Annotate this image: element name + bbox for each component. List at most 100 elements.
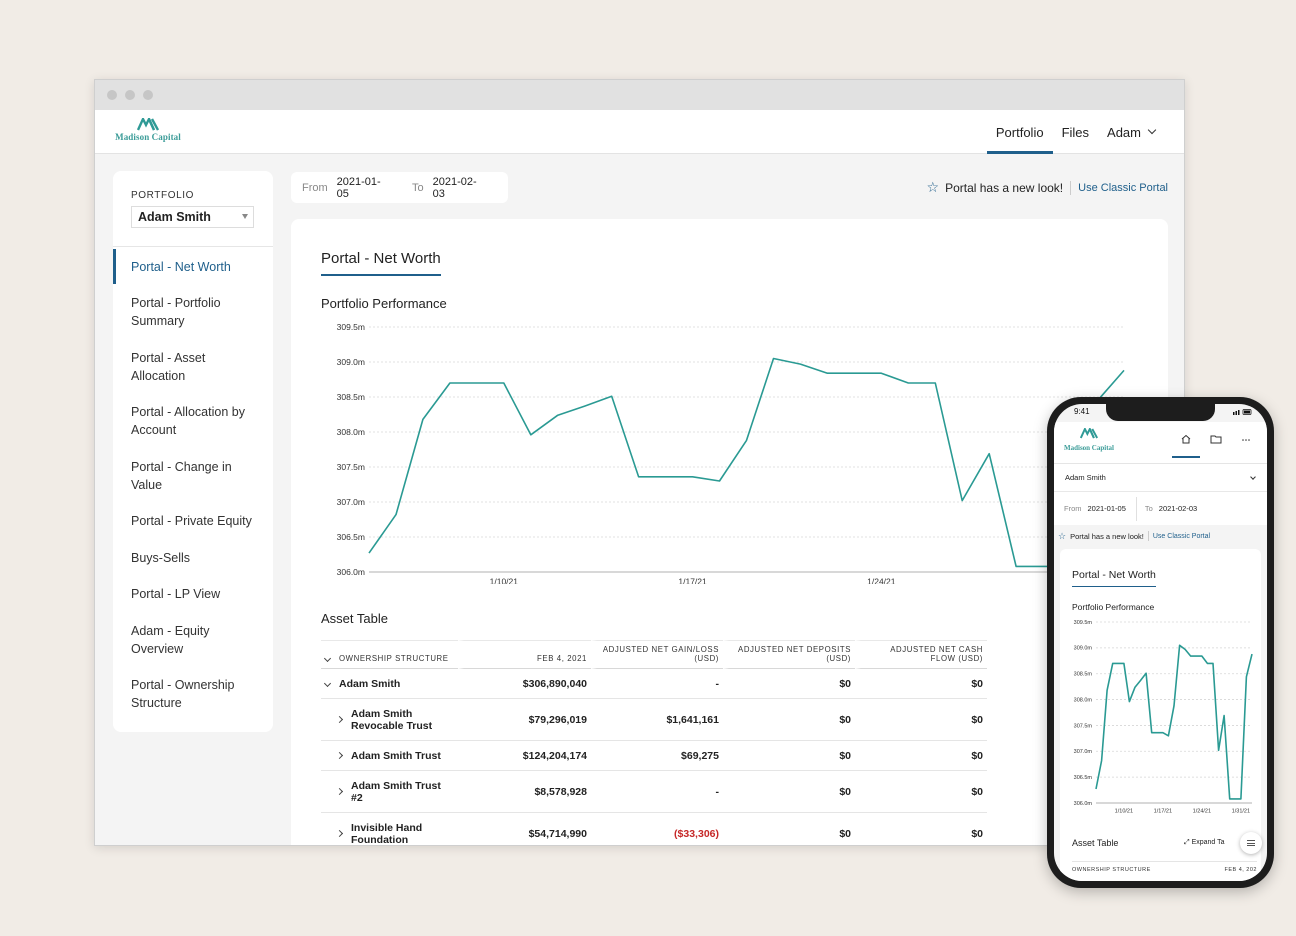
chevron-down-icon[interactable] <box>323 680 332 688</box>
caret-down-icon <box>242 214 248 219</box>
mobile-notice-text: Portal has a new look! <box>1070 531 1144 541</box>
mobile-date-range[interactable]: From 2021-01-05 To 2021-02-03 <box>1054 492 1267 525</box>
sidebar-item-private-equity[interactable]: Portal - Private Equity <box>131 514 252 528</box>
to-label: To <box>412 181 424 194</box>
sidebar-item-ownership-structure[interactable]: Portal - Ownership Structure <box>131 678 235 710</box>
chevron-down-icon <box>1250 474 1256 480</box>
menu-icon <box>1247 840 1255 846</box>
sidebar-item-lp-view[interactable]: Portal - LP View <box>131 587 221 601</box>
date-range-picker[interactable]: From 2021-01-05 To 2021-02-03 <box>291 172 508 203</box>
nav-files[interactable]: Files <box>1061 124 1090 140</box>
row-name-cell[interactable]: Adam Smith Trust #2 <box>321 771 458 813</box>
col-feb-4-2021[interactable]: FEB 4, 2021 <box>458 640 591 669</box>
row-deposits-cell: $0 <box>723 813 855 845</box>
mobile-menu-button[interactable] <box>1240 832 1262 854</box>
mobile-new-look-notice: ☆ Portal has a new look! Use Classic Por… <box>1054 525 1267 547</box>
row-cashflow-cell: $0 <box>855 813 987 845</box>
to-date[interactable]: 2021-02-03 <box>432 175 477 200</box>
row-name-cell[interactable]: Adam Smith <box>321 669 458 699</box>
mobile-x-tick-label: 1/24/21 <box>1193 809 1211 815</box>
more-icon[interactable] <box>1237 432 1255 458</box>
mobile-main-panel: Portal - Net Worth Portfolio Performance… <box>1060 549 1262 881</box>
mobile-portfolio-select[interactable]: Adam Smith <box>1054 464 1267 492</box>
from-date[interactable]: 2021-01-05 <box>336 175 381 200</box>
sidebar-item-equity-overview[interactable]: Adam - Equity Overview <box>131 623 210 656</box>
row-name-cell[interactable]: Invisible Hand Foundation <box>321 813 458 845</box>
expand-table-label: Expand Ta <box>1191 839 1225 846</box>
nav-portfolio[interactable]: Portfolio <box>986 110 1053 154</box>
y-tick-label: 308.5m <box>337 392 365 402</box>
sidebar-item-asset-allocation[interactable]: Portal - Asset Allocation <box>131 350 206 383</box>
x-tick-label: 1/10/21 <box>490 577 519 585</box>
sidebar-item-buys-sells[interactable]: Buys-Sells <box>131 550 191 565</box>
y-tick-label: 309.0m <box>337 357 365 367</box>
asset-table-row[interactable]: Invisible Hand Foundation $54,714,990 ($33… <box>321 813 987 845</box>
y-tick-label: 308.0m <box>337 427 365 437</box>
mobile-to-date[interactable]: 2021-02-03 <box>1158 504 1198 513</box>
col-adjusted-net-cash-flow[interactable]: ADJUSTED NET CASH FLOW (USD) <box>855 640 987 669</box>
mobile-table-header: OWNERSHIP STRUCTURE FEB 4, 202 <box>1072 861 1257 873</box>
row-gain-cell: - <box>591 771 723 813</box>
home-icon[interactable] <box>1172 432 1200 458</box>
x-tick-label: 1/17/21 <box>678 577 707 585</box>
mobile-from-date[interactable]: 2021-01-05 <box>1087 504 1126 513</box>
portfolio-select[interactable]: Adam Smith <box>131 206 254 228</box>
mobile-y-tick-label: 308.0m <box>1074 697 1093 703</box>
window-close-dot[interactable] <box>107 90 117 100</box>
chevron-right-icon[interactable] <box>335 752 344 760</box>
asset-table-title: Asset Table <box>321 611 388 626</box>
row-deposits-cell: $0 <box>723 741 855 771</box>
col-adjusted-net-deposits[interactable]: ADJUSTED NET DEPOSITS (USD) <box>723 640 855 669</box>
folder-icon[interactable] <box>1207 432 1225 458</box>
sidebar-item-change-in-value[interactable]: Portal - Change in Value <box>131 459 232 492</box>
chevron-right-icon[interactable] <box>335 716 344 724</box>
window-maximize-dot[interactable] <box>143 90 153 100</box>
mobile-header: Madison Capital <box>1054 422 1267 464</box>
sidebar-divider <box>113 246 273 247</box>
expand-table-button[interactable]: ⤢ Expand Ta <box>1184 839 1225 847</box>
window-chrome <box>95 80 1184 110</box>
col-ownership-structure[interactable]: OWNERSHIP STRUCTURE <box>321 640 458 669</box>
asset-table-row[interactable]: Adam Smith Trust #2 $8,578,928- $0 $0 <box>321 771 987 813</box>
asset-table-row[interactable]: Adam Smith $306,890,040- $0 $0 <box>321 669 987 699</box>
mobile-series-line <box>1095 644 1253 800</box>
row-value-cell: $306,890,040 <box>458 669 591 699</box>
sidebar-item-net-worth[interactable]: Portal - Net Worth <box>113 249 273 284</box>
mobile-notice-separator <box>1147 531 1149 541</box>
use-classic-portal-link[interactable]: Use Classic Portal <box>1078 181 1168 194</box>
row-gain-cell: ($33,306) <box>591 813 723 845</box>
star-icon: ☆ <box>926 179 940 195</box>
row-name: Adam Smith Revocable Trust <box>351 707 433 732</box>
mobile-asset-table-title: Asset Table <box>1072 838 1119 848</box>
window-minimize-dot[interactable] <box>125 90 135 100</box>
user-menu[interactable]: Adam <box>1098 110 1164 154</box>
mobile-status-bar: 9:41 <box>1074 407 1253 419</box>
mobile-use-classic-portal-link[interactable]: Use Classic Portal <box>1152 532 1211 540</box>
logo-mark-icon <box>137 118 159 131</box>
mobile-page-title: Portal - Net Worth <box>1072 569 1156 587</box>
row-value-cell: $8,578,928 <box>458 771 591 813</box>
col-adjusted-net-gain-loss[interactable]: ADJUSTED NET GAIN/LOSS (USD) <box>591 640 723 669</box>
asset-table-row[interactable]: Adam Smith Trust $124,204,174 $69,275 $0 $0 <box>321 741 987 771</box>
collapse-all-icon[interactable] <box>323 654 332 663</box>
y-tick-label: 306.0m <box>337 567 365 577</box>
sidebar-item-portfolio-summary[interactable]: Portal - Portfolio Summary <box>131 296 221 328</box>
page-title: Portal - Net Worth <box>321 250 441 276</box>
row-gain-cell: $1,641,161 <box>591 699 723 741</box>
madison-capital-logo[interactable]: Madison Capital <box>113 118 183 142</box>
series-line <box>368 357 1125 568</box>
row-name-cell[interactable]: Adam Smith Revocable Trust <box>321 699 458 741</box>
row-cashflow-cell: $0 <box>855 771 987 813</box>
mobile-from-label: From <box>1064 504 1082 513</box>
row-name-cell[interactable]: Adam Smith Trust <box>321 741 458 771</box>
row-name: Adam Smith <box>339 677 401 690</box>
asset-table-row[interactable]: Adam Smith Revocable Trust $79,296,019 $1,… <box>321 699 987 741</box>
chevron-down-icon <box>1147 125 1157 135</box>
row-cashflow-cell: $0 <box>855 669 987 699</box>
mobile-logo[interactable]: Madison Capital <box>1059 426 1119 452</box>
star-icon: ☆ <box>1058 530 1067 541</box>
sidebar-item-allocation-by-account[interactable]: Portal - Allocation by Account <box>131 405 245 437</box>
chevron-right-icon[interactable] <box>335 830 344 838</box>
nav-menu: Portfolio Files Adam <box>986 110 1164 154</box>
chevron-right-icon[interactable] <box>335 788 344 796</box>
